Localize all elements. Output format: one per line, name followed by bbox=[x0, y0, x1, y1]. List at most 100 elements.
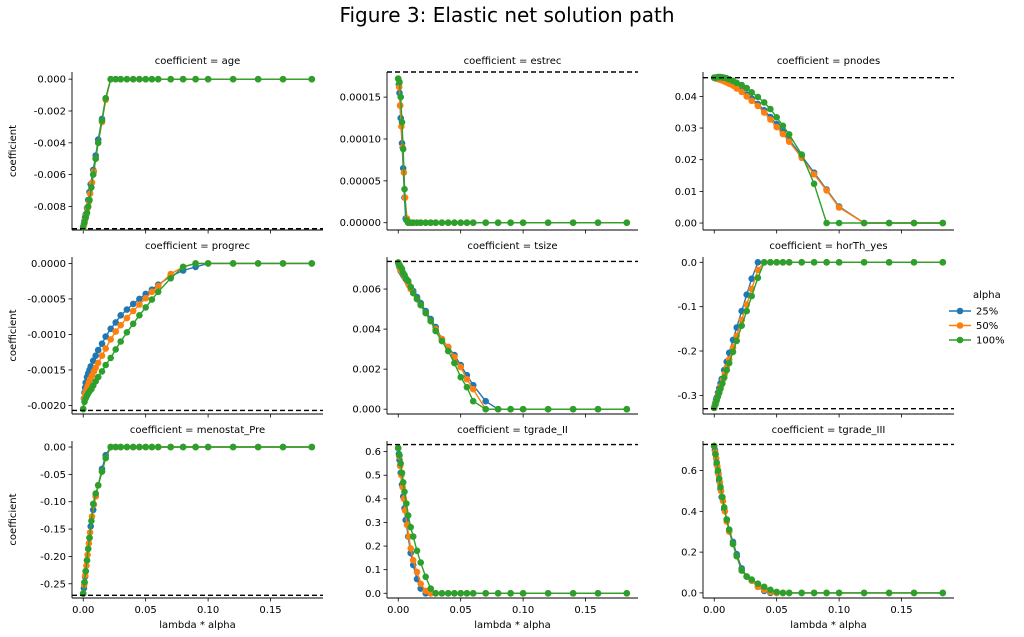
data-point bbox=[129, 443, 137, 451]
data-point bbox=[427, 317, 435, 325]
data-point bbox=[142, 294, 149, 302]
data-point bbox=[154, 75, 162, 83]
data-point bbox=[860, 589, 868, 597]
data-point bbox=[82, 567, 89, 575]
data-point bbox=[89, 357, 97, 365]
series-line bbox=[397, 78, 627, 224]
data-point bbox=[494, 405, 502, 413]
data-point bbox=[112, 328, 119, 335]
data-point bbox=[860, 259, 868, 266]
data-point bbox=[823, 187, 830, 194]
data-point bbox=[94, 373, 102, 381]
data-point bbox=[167, 275, 174, 282]
series-line bbox=[397, 448, 627, 594]
facet-panel-2: coefficient = pnodes 0.00 0.01 0.02 0.03 0.04 bbox=[675, 56, 954, 234]
data-point bbox=[469, 385, 477, 393]
data-point bbox=[107, 354, 114, 362]
series-line bbox=[82, 262, 312, 410]
data-point bbox=[396, 451, 403, 459]
legend-label: 100% bbox=[976, 336, 1005, 347]
series-line bbox=[713, 261, 943, 409]
data-point bbox=[117, 312, 124, 319]
data-point bbox=[738, 81, 745, 89]
data-point bbox=[779, 589, 787, 597]
data-point bbox=[885, 259, 893, 266]
data-point bbox=[86, 534, 93, 542]
y-tick-label: 0.000 bbox=[37, 75, 66, 86]
data-point bbox=[717, 483, 724, 491]
data-point bbox=[254, 75, 262, 83]
series-25% bbox=[79, 75, 316, 231]
data-point bbox=[444, 590, 452, 597]
data-point bbox=[123, 75, 131, 83]
y-axis-label: coefficient bbox=[8, 125, 19, 177]
data-point bbox=[279, 443, 287, 451]
data-point bbox=[733, 79, 740, 87]
data-point bbox=[427, 590, 435, 597]
data-point bbox=[98, 352, 106, 360]
data-point bbox=[102, 454, 109, 462]
legend-title: alpha bbox=[973, 290, 1001, 301]
data-point bbox=[469, 397, 477, 405]
data-point bbox=[427, 219, 435, 226]
data-point bbox=[482, 219, 490, 226]
data-point bbox=[457, 363, 465, 371]
data-point bbox=[544, 219, 552, 226]
data-point bbox=[102, 345, 109, 352]
y-tick-label: -0.004 bbox=[34, 138, 66, 149]
series-line bbox=[82, 262, 312, 410]
data-point bbox=[823, 259, 830, 266]
y-tick-label: 0.0000 bbox=[31, 259, 66, 270]
data-point bbox=[779, 259, 787, 266]
facet-panel-0: coefficient = age 0.000 -0.002 -0.004 -0.006… bbox=[8, 56, 323, 234]
data-point bbox=[798, 151, 805, 158]
data-point bbox=[594, 219, 602, 226]
data-point bbox=[798, 589, 805, 597]
series-50% bbox=[710, 442, 947, 597]
data-point bbox=[92, 155, 99, 162]
data-point bbox=[760, 99, 768, 106]
y-tick-label: 0.03 bbox=[675, 124, 697, 135]
data-point bbox=[154, 282, 162, 290]
series-line bbox=[713, 445, 943, 594]
data-point bbox=[835, 259, 843, 266]
data-point bbox=[451, 590, 458, 597]
facet-panel-3: coefficient = progrec 0.0000 -0.0005 -0.001… bbox=[8, 241, 323, 418]
data-point bbox=[773, 588, 780, 596]
facet-panel-1: coefficient = estrec 0.00000 0.00005 0.0001… bbox=[340, 56, 638, 234]
series-line bbox=[397, 78, 627, 224]
data-point bbox=[83, 557, 91, 564]
y-tick-label: -0.0015 bbox=[27, 365, 66, 376]
data-point bbox=[767, 259, 774, 266]
data-point bbox=[544, 405, 552, 413]
data-point bbox=[623, 219, 631, 226]
y-tick-label: -0.0005 bbox=[27, 294, 66, 305]
data-point bbox=[107, 336, 114, 343]
data-point bbox=[438, 219, 446, 226]
x-tick-label: 0.00 bbox=[703, 605, 725, 616]
data-point bbox=[94, 482, 102, 489]
y-tick-label: 0.006 bbox=[352, 285, 381, 296]
data-point bbox=[394, 444, 402, 452]
data-point bbox=[773, 114, 780, 121]
y-tick-label: 0.002 bbox=[352, 365, 381, 376]
series-line bbox=[713, 261, 943, 408]
series-line bbox=[397, 78, 627, 224]
data-point bbox=[407, 545, 415, 552]
data-point bbox=[417, 219, 425, 226]
data-point bbox=[89, 500, 97, 508]
data-point bbox=[413, 295, 421, 303]
series-line bbox=[82, 446, 312, 594]
data-point bbox=[102, 95, 109, 102]
data-point bbox=[413, 568, 421, 576]
data-point bbox=[407, 523, 415, 531]
panel-title: coefficient = progrec bbox=[145, 241, 250, 252]
data-point bbox=[773, 123, 780, 131]
y-tick-label: -0.05 bbox=[40, 470, 66, 481]
data-point bbox=[457, 590, 465, 597]
data-point bbox=[760, 109, 768, 116]
data-point bbox=[810, 589, 818, 597]
data-point bbox=[760, 259, 768, 266]
data-point bbox=[754, 274, 762, 282]
data-point bbox=[112, 346, 119, 353]
